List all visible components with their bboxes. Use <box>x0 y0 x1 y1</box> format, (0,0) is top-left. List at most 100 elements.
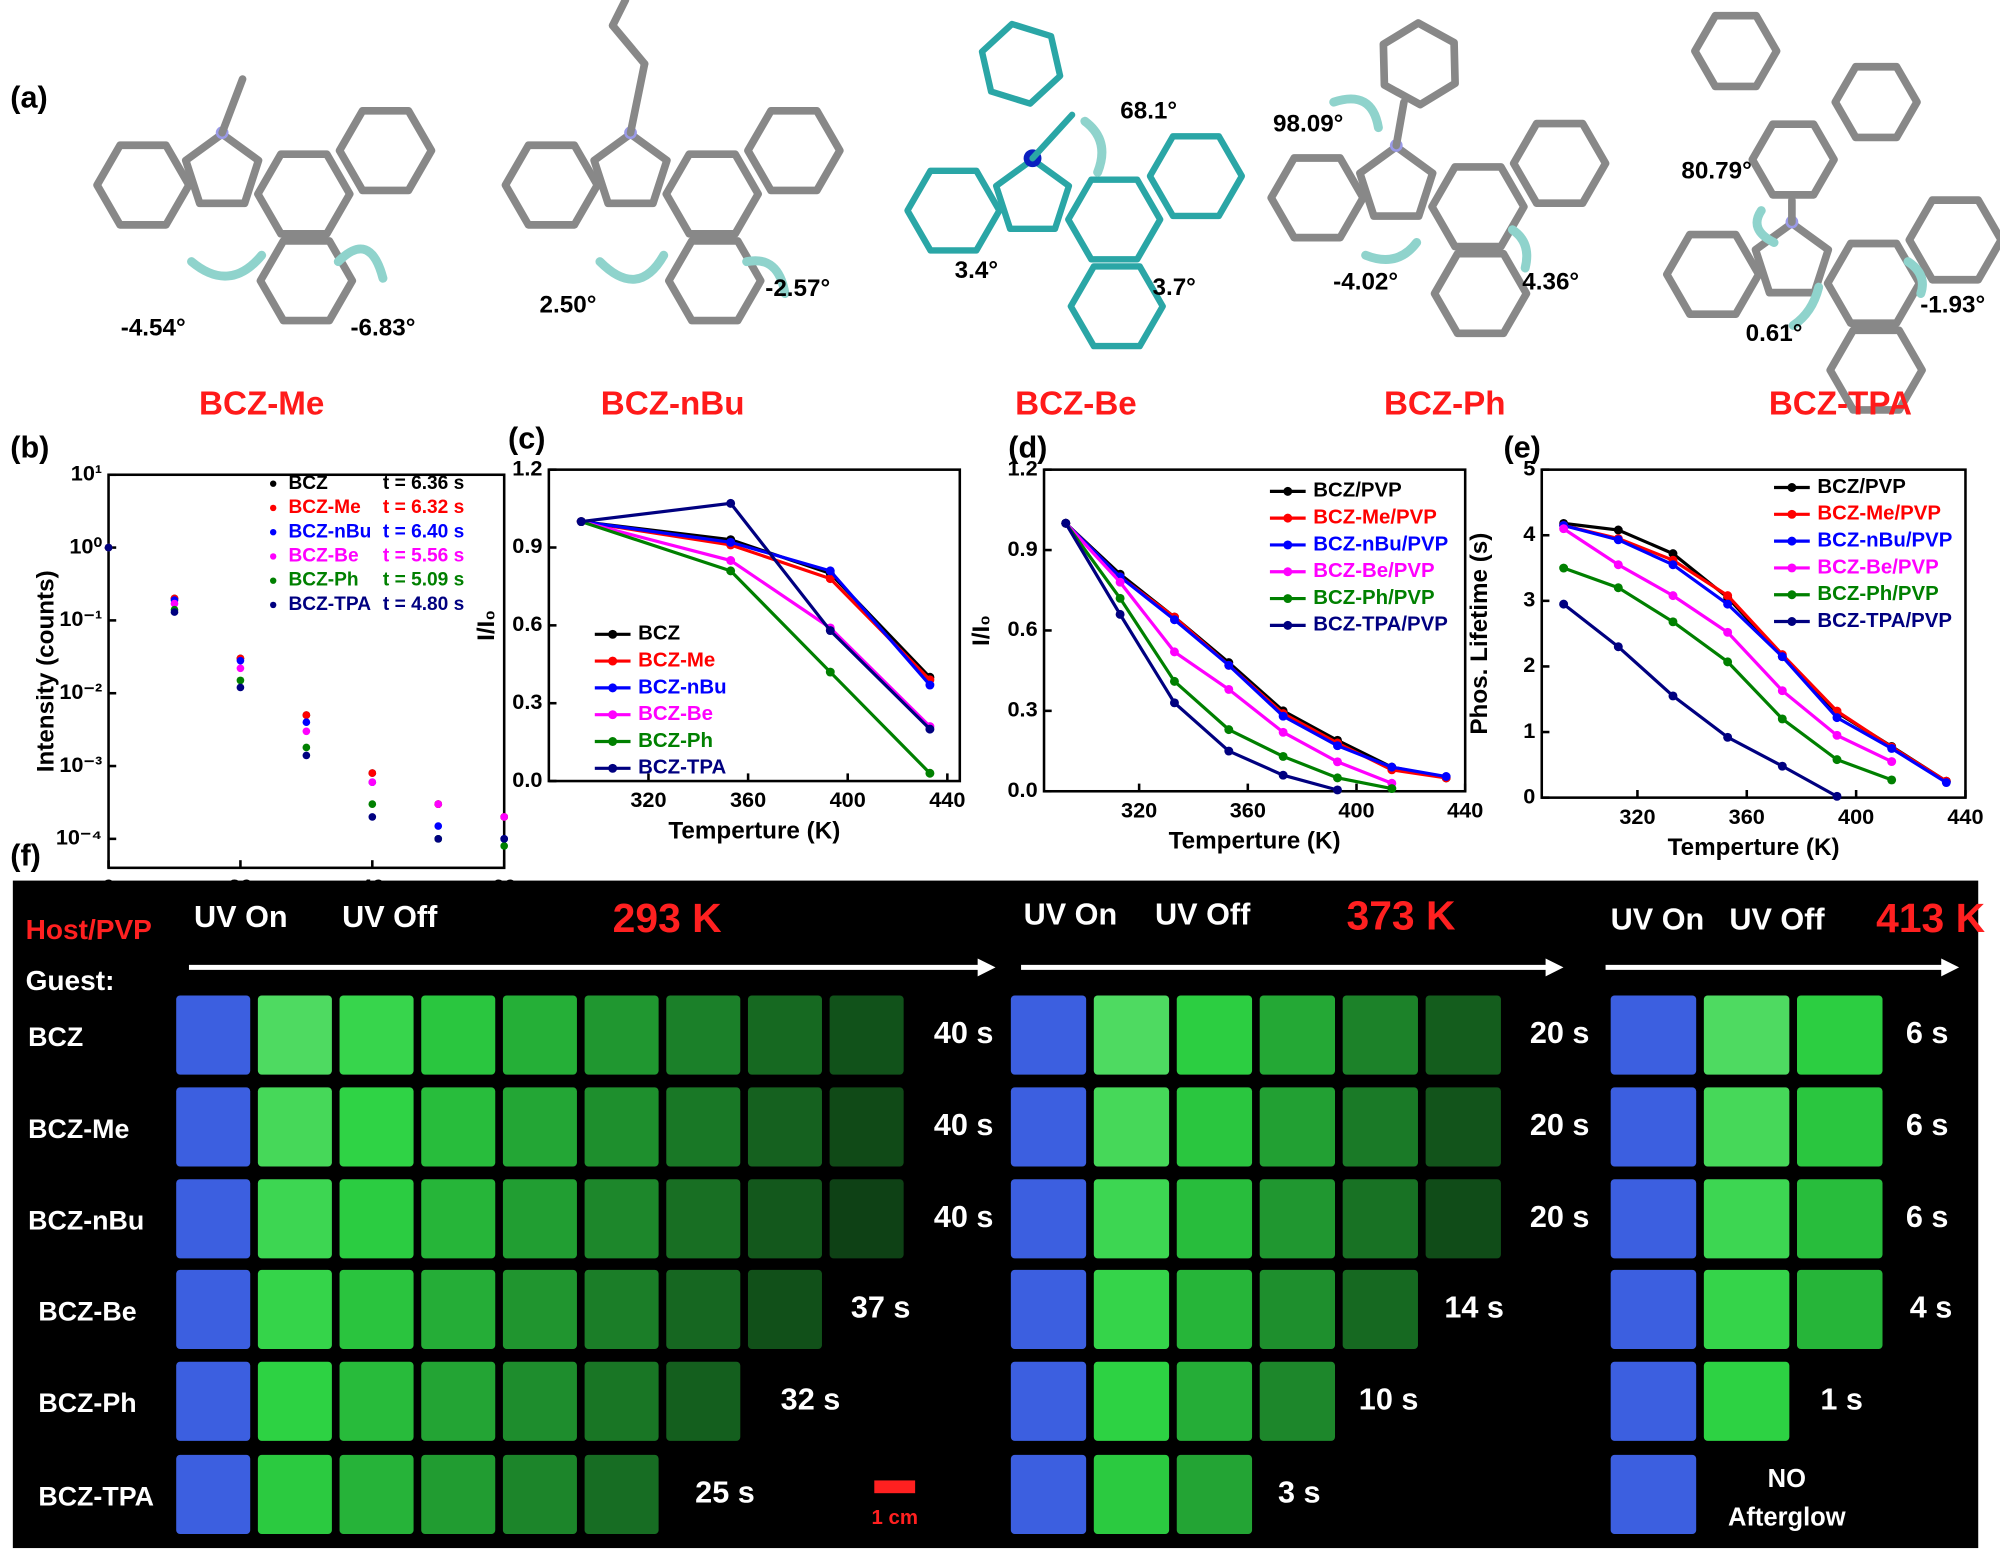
y-tick-label: 1.2 <box>512 455 542 480</box>
angle-label: -2.57° <box>765 275 830 302</box>
uv-on-label: UV On <box>1611 903 1705 937</box>
x-tick-label: 320 <box>630 787 666 812</box>
sample-square <box>1342 1269 1418 1349</box>
sample-square <box>747 995 822 1075</box>
sample-square <box>339 1361 414 1441</box>
ring <box>1663 230 1763 319</box>
legend-lifetime: t = 6.40 s <box>383 521 464 542</box>
sample-square <box>1610 1454 1697 1535</box>
ring <box>335 106 436 195</box>
legend-marker <box>1283 540 1293 550</box>
rotation-arrow <box>1752 206 1779 247</box>
sample-square <box>829 995 904 1075</box>
x-tick-label: 400 <box>830 787 866 812</box>
sample-square <box>1093 1179 1170 1259</box>
point <box>1115 609 1125 619</box>
point <box>104 543 113 552</box>
y-tick-label: 0 <box>1523 783 1535 808</box>
rotation-arrow <box>1329 94 1383 133</box>
y-tick-label: 10⁻² <box>59 679 102 704</box>
sample-square <box>257 1179 332 1259</box>
legend-marker <box>1787 590 1797 600</box>
point <box>1387 784 1397 794</box>
afterglow-time: 1 s <box>1820 1382 1863 1416</box>
sample-square <box>666 1361 741 1441</box>
sample-square <box>421 1454 496 1535</box>
point <box>500 813 509 821</box>
sample-square <box>421 1269 496 1349</box>
y-tick-label: 0.0 <box>512 767 542 792</box>
ring <box>1146 133 1246 220</box>
ring <box>1067 263 1166 350</box>
point <box>1559 599 1569 609</box>
ring <box>904 167 1003 254</box>
y-tick-label: 0.9 <box>1007 536 1037 561</box>
point <box>236 683 245 692</box>
x-axis-label: Temperture (K) <box>1169 828 1341 855</box>
ring <box>1428 163 1528 251</box>
point <box>1278 727 1288 737</box>
sample-square <box>1176 1361 1253 1441</box>
sample-square <box>1176 1269 1253 1349</box>
panel-label: (f) <box>10 839 41 873</box>
ring <box>992 156 1073 233</box>
point <box>1723 657 1733 667</box>
legend-lifetime: t = 5.09 s <box>383 570 464 591</box>
series-line <box>1064 522 1338 792</box>
point <box>825 626 835 636</box>
sample-square <box>584 1454 659 1535</box>
angle-label: 0.61° <box>1746 320 1803 347</box>
point <box>576 517 586 527</box>
point <box>1832 730 1842 740</box>
point <box>170 608 179 616</box>
y-tick-label: 10⁰ <box>69 533 102 558</box>
legend-label: BCZ-Ph/PVP <box>1313 587 1434 609</box>
structure-name: BCZ-Ph <box>1384 386 1506 423</box>
plot-frame <box>547 468 962 783</box>
point <box>1777 761 1787 771</box>
ring <box>1267 154 1367 242</box>
legend-marker <box>1787 483 1797 492</box>
legend-marker <box>269 528 277 536</box>
afterglow-time: 6 s <box>1906 1016 1949 1050</box>
afterglow-time: 20 s <box>1530 1200 1590 1234</box>
arrow-head <box>1545 958 1564 977</box>
sample-square <box>421 1087 496 1167</box>
angle-label: -4.02° <box>1333 269 1398 296</box>
sample-square <box>1703 1269 1790 1349</box>
sample-square <box>176 1087 251 1167</box>
legend-label: BCZ-Be/PVP <box>1313 560 1434 582</box>
y-axis-label: Intensity (counts) <box>33 570 60 772</box>
legend-label: BCZ-Be <box>289 545 359 566</box>
rotation-arrow <box>187 250 267 281</box>
temperature-label: 413 K <box>1876 895 1985 941</box>
sample-square <box>1610 1269 1697 1349</box>
point <box>1613 642 1623 652</box>
x-tick-label: 320 <box>1121 797 1157 822</box>
rotation-arrow <box>1788 282 1824 330</box>
legend-label: BCZ <box>638 623 680 645</box>
legend-lifetime: t = 6.32 s <box>383 497 464 518</box>
legend-lifetime: t = 6.36 s <box>383 473 464 494</box>
point <box>825 667 835 677</box>
angle-label: 68.1° <box>1120 98 1177 125</box>
sample-square <box>1010 995 1087 1075</box>
afterglow-time: 40 s <box>934 1200 994 1234</box>
sample-square <box>257 1087 332 1167</box>
sample-square <box>584 1179 659 1259</box>
structure-name: BCZ-Be <box>1015 386 1137 423</box>
sample-square <box>666 1269 741 1349</box>
legend-label: BCZ-TPA <box>638 757 726 779</box>
point <box>1887 775 1897 785</box>
legend-label: BCZ-Me/PVP <box>1817 503 1941 525</box>
sample-square <box>1425 995 1501 1075</box>
y-axis-label: Phos. Lifetime (s) <box>1466 533 1493 735</box>
sample-square <box>1703 1179 1790 1259</box>
series-line <box>1563 523 1948 784</box>
sample-square <box>1093 1361 1170 1441</box>
point <box>236 664 245 673</box>
legend-marker <box>1787 536 1797 546</box>
sample-square <box>1259 1361 1336 1441</box>
y-tick-label: 0.3 <box>512 689 542 714</box>
